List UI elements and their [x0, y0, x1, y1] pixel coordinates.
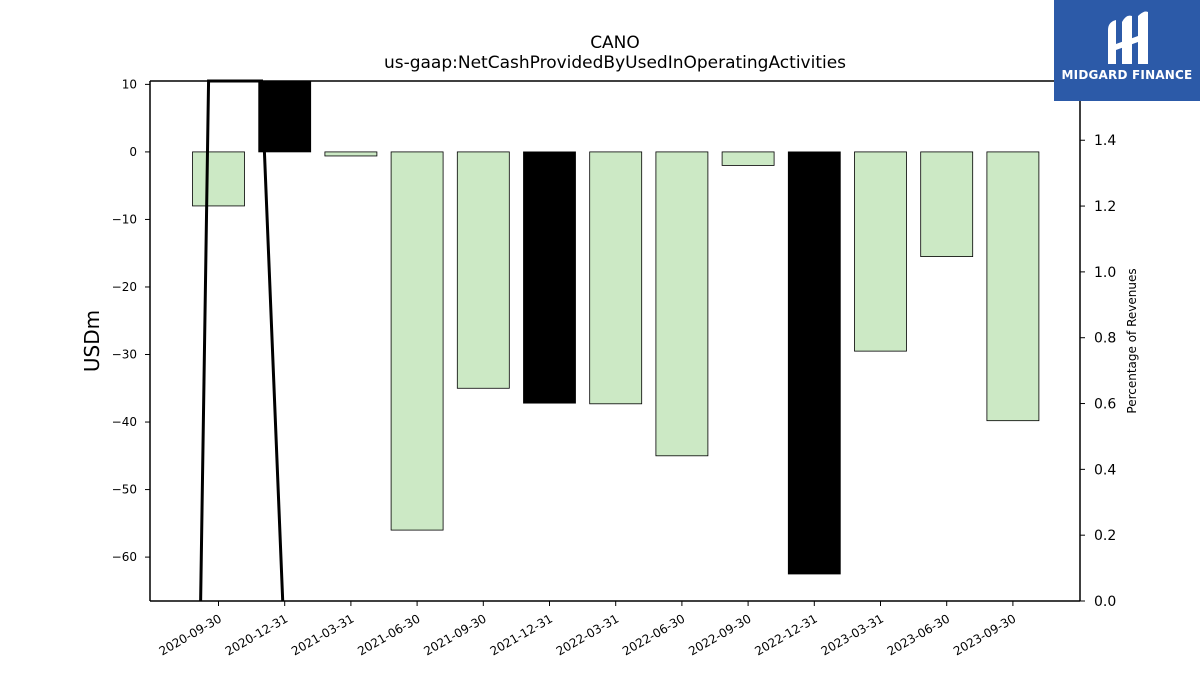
- x-tick-label: 2022-06-30: [620, 611, 687, 658]
- x-tick-label: 2023-06-30: [885, 611, 952, 658]
- y2-tick-label: 0.2: [1094, 528, 1116, 544]
- y2-tick-label: 0.8: [1094, 331, 1116, 347]
- x-tick-label: 2023-03-31: [819, 611, 886, 658]
- logo-text: MIDGARD FINANCE: [1061, 68, 1193, 82]
- y-tick-label: 10: [122, 77, 137, 91]
- bar-2020-12-31: [258, 80, 312, 153]
- logo-mark-icon: [1108, 11, 1148, 65]
- bar-2021-12-31: [523, 151, 576, 404]
- x-tick-label: 2020-12-31: [223, 611, 290, 658]
- y2-tick-label: 0.6: [1094, 397, 1116, 413]
- midgard-finance-logo: MIDGARD FINANCE: [1054, 0, 1200, 101]
- x-tick-label: 2021-06-30: [355, 611, 422, 658]
- y-tick-label: −40: [112, 415, 137, 429]
- y2-axis-ticks: 0.0 0.2 0.4 0.6 0.8 1.0 1.2 1.4: [1080, 133, 1116, 610]
- y2-tick-label: 0.4: [1094, 462, 1116, 478]
- bar-2022-03-31: [589, 151, 643, 405]
- bar-2023-03-31: [854, 151, 907, 352]
- x-tick-label: 2021-09-30: [421, 611, 488, 658]
- bar-2022-09-30: [721, 151, 775, 166]
- y-axis-label: USDm: [80, 310, 104, 372]
- bar-2022-06-30: [655, 151, 709, 457]
- bar-2023-09-30: [986, 151, 1040, 422]
- y2-tick-label: 0.0: [1094, 594, 1116, 610]
- x-tick-label: 2021-12-31: [488, 611, 555, 658]
- y-tick-label: −50: [112, 483, 137, 497]
- bars: [192, 80, 1040, 575]
- bar-2020-09-30: [192, 151, 245, 207]
- x-tick-label: 2021-03-31: [289, 611, 356, 658]
- y2-tick-label: 1.0: [1094, 265, 1116, 281]
- y2-tick-label: 1.4: [1094, 133, 1116, 149]
- x-tick-label: 2020-09-30: [157, 611, 224, 658]
- y2-axis-label: Percentage of Revenues: [1125, 268, 1139, 413]
- bar-2021-03-31: [324, 151, 378, 157]
- x-tick-label: 2022-03-31: [554, 611, 621, 658]
- bar-2021-09-30: [456, 151, 510, 389]
- y-tick-label: −20: [112, 280, 137, 294]
- y-tick-label: −30: [112, 348, 137, 362]
- bar-2021-06-30: [390, 151, 444, 531]
- y-tick-label: 0: [129, 145, 137, 159]
- bar-2022-12-31: [787, 151, 841, 575]
- chart-title: CANO: [590, 33, 640, 53]
- x-axis-ticks: 2020-09-302020-12-312021-03-312021-06-30…: [157, 601, 1018, 658]
- y-axis-ticks: 10 0 −10 −20 −30 −40 −50 −60: [112, 77, 150, 564]
- axes: [149, 80, 1081, 602]
- x-tick-label: 2022-12-31: [752, 611, 819, 658]
- bar-2023-06-30: [920, 151, 974, 257]
- y-tick-label: −60: [112, 550, 137, 564]
- x-tick-label: 2023-09-30: [951, 611, 1018, 658]
- y-tick-label: −10: [112, 212, 137, 226]
- x-tick-label: 2022-09-30: [686, 611, 753, 658]
- y2-tick-label: 1.2: [1094, 199, 1116, 215]
- chart-subtitle: us-gaap:NetCashProvidedByUsedInOperating…: [384, 53, 846, 73]
